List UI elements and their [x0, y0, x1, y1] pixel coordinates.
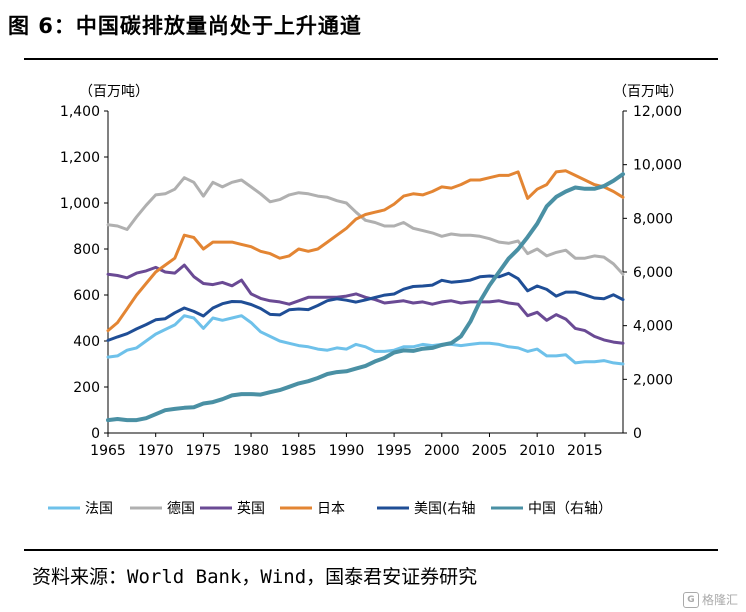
left-axis-unit: （百万吨）: [79, 84, 149, 100]
left-tick-label: 1,200: [60, 150, 100, 166]
x-tick-label: 2015: [567, 443, 603, 459]
x-tick-label: 1970: [138, 443, 174, 459]
bottom-rule: [24, 549, 718, 551]
series-line: [106, 314, 625, 366]
right-tick-label: 8,000: [633, 211, 673, 227]
left-tick-label: 0: [91, 426, 100, 442]
x-tick-label: 2010: [519, 443, 555, 459]
left-tick-label: 200: [73, 380, 100, 396]
legend-label: 美国(右轴: [414, 501, 475, 517]
source-note: 资料来源：World Bank，Wind，国泰君安证券研究: [32, 566, 478, 588]
x-tick-label: 1995: [376, 443, 412, 459]
right-tick-label: 12,000: [633, 104, 682, 120]
right-tick-label: 6,000: [633, 265, 673, 281]
x-tick-label: 2000: [424, 443, 460, 459]
x-tick-label: 2005: [472, 443, 508, 459]
right-axis-unit: （百万吨）: [613, 84, 683, 100]
left-tick-label: 1,400: [60, 104, 100, 120]
left-tick-label: 1,000: [60, 196, 100, 212]
x-tick-label: 1975: [186, 443, 222, 459]
watermark-text: 格隆汇: [701, 593, 738, 607]
x-tick-label: 1985: [281, 443, 317, 459]
line-chart: 0 200 400 600 800 1,000 1,200 1,400 0 2,000 4,000 6…: [48, 84, 683, 517]
watermark-logo-icon: G: [682, 591, 699, 608]
series-line: [106, 263, 625, 345]
chart-title: 图 6：中国碳排放量尚处于上升通道: [8, 14, 362, 38]
watermark: G 格隆汇: [682, 591, 738, 608]
top-rule: [24, 58, 718, 60]
right-tick-label: 2,000: [633, 372, 673, 388]
right-tick-label: 0: [633, 426, 642, 442]
legend-label: 中国（右轴）: [528, 501, 612, 517]
legend-label: 德国: [167, 501, 195, 517]
left-tick-label: 600: [73, 288, 100, 304]
legend-label: 英国: [237, 500, 265, 517]
right-tick-label: 4,000: [633, 319, 673, 335]
left-tick-label: 800: [73, 242, 100, 258]
x-tick-label: 1990: [329, 443, 365, 459]
series-line: [106, 169, 625, 333]
left-tick-label: 400: [73, 334, 100, 350]
series-line: [106, 172, 625, 423]
legend-label: 日本: [317, 501, 345, 517]
x-tick-label: 1980: [233, 443, 269, 459]
series-line: [106, 176, 625, 276]
right-tick-label: 10,000: [633, 158, 682, 174]
x-tick-label: 1965: [90, 443, 126, 459]
legend-label: 法国: [85, 501, 113, 517]
series-line: [106, 271, 625, 342]
